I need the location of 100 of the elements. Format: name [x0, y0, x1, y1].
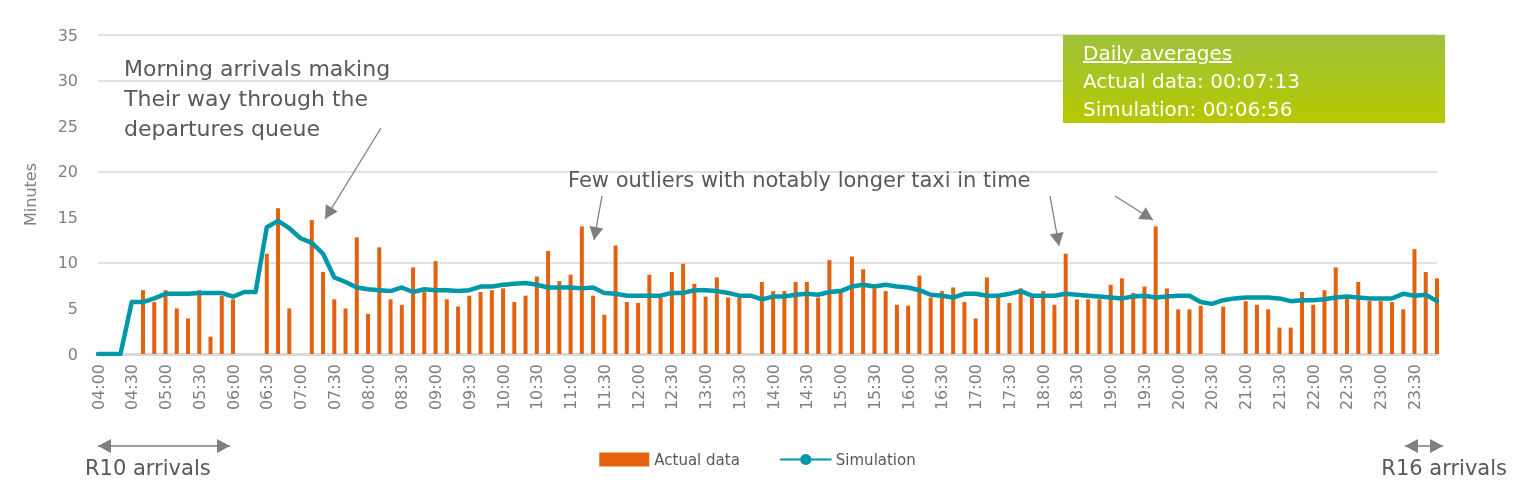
x-tick-label: 20:00 [1168, 364, 1188, 411]
bar [714, 277, 719, 354]
bar [838, 292, 843, 354]
x-tick-label: 07:00 [291, 364, 311, 411]
bar [1029, 297, 1034, 354]
x-tick-label: 21:30 [1269, 364, 1289, 411]
bar [647, 274, 652, 354]
x-tick-label: 04:00 [88, 364, 108, 411]
x-tick-label: 20:30 [1202, 364, 1222, 411]
bar [1378, 301, 1383, 354]
bar [568, 274, 573, 354]
bar [861, 269, 866, 354]
bar [1074, 299, 1079, 354]
bar [1311, 304, 1316, 354]
bar [591, 295, 596, 354]
bar [602, 314, 607, 354]
bar [1243, 301, 1248, 354]
bar [309, 220, 314, 354]
bar [793, 282, 798, 354]
x-tick-label: 05:00 [156, 364, 176, 411]
bar [692, 283, 697, 354]
x-tick-label: 21:00 [1236, 364, 1256, 411]
y-tick-label: 15 [57, 207, 78, 227]
bar [433, 261, 438, 354]
legend-label: Actual data [654, 450, 740, 469]
x-tick-label: 09:30 [459, 364, 479, 411]
annotation: Few outliers with notably longer taxi in time [568, 168, 1031, 192]
x-tick-label: 14:30 [797, 364, 817, 411]
x-tick-label: 08:30 [392, 364, 412, 411]
bar [669, 271, 674, 354]
bar [1108, 284, 1113, 354]
x-tick-label: 15:00 [831, 364, 851, 411]
bar [1097, 299, 1102, 354]
x-tick-label: 09:00 [426, 364, 446, 411]
bar [534, 276, 539, 354]
bar [1176, 309, 1181, 354]
bar [849, 256, 854, 354]
bar [782, 291, 787, 354]
bar [1412, 249, 1417, 354]
text: R16 arrivals [1381, 456, 1507, 480]
x-tick-label: 23:00 [1371, 364, 1391, 411]
bar [231, 299, 236, 354]
bar [1435, 278, 1439, 354]
x-tick-label: 16:00 [898, 364, 918, 411]
line-series [95, 218, 1440, 357]
bar [984, 277, 989, 354]
y-tick-label: 25 [57, 116, 78, 136]
annotation: Daily averages [1083, 40, 1234, 67]
bar [827, 260, 832, 354]
bar [1266, 309, 1271, 354]
x-tick-label: 14:00 [763, 364, 783, 411]
bar [1333, 267, 1338, 354]
x-tick-label: 22:00 [1303, 364, 1323, 411]
bar [546, 251, 551, 354]
x-tick-label: 05:30 [189, 364, 209, 411]
bar [444, 299, 449, 354]
bar [962, 302, 967, 354]
bar [928, 297, 933, 354]
bar [996, 297, 1001, 354]
x-tick-label: 15:30 [864, 364, 884, 411]
bar [681, 263, 686, 354]
bar [1277, 327, 1282, 354]
x-tick-label: 17:00 [966, 364, 986, 411]
bar [872, 288, 877, 354]
bar [1221, 306, 1226, 354]
x-tick-label: 06:30 [257, 364, 277, 411]
bar [163, 290, 168, 354]
bar [1356, 282, 1361, 354]
bar [321, 271, 326, 354]
bar [613, 245, 618, 354]
x-tick-label: 17:30 [999, 364, 1019, 411]
bar [658, 297, 663, 354]
bar [703, 296, 708, 354]
bar [973, 318, 978, 354]
y-tick-label: 0 [67, 344, 78, 364]
bar [1052, 304, 1057, 354]
bar [489, 290, 494, 354]
x-tick-label: 08:00 [358, 364, 378, 411]
y-tick-label: 35 [57, 25, 78, 45]
x-tick-label: 18:00 [1033, 364, 1053, 411]
bar [264, 253, 269, 354]
bar [1063, 253, 1068, 354]
x-tick-label: 11:00 [561, 364, 581, 411]
bar [579, 226, 584, 354]
bar [332, 299, 337, 354]
y-tick-label: 10 [57, 253, 78, 273]
bar [174, 308, 179, 354]
x-tick-label: 19:30 [1134, 364, 1154, 411]
bar [152, 302, 157, 354]
bar [411, 267, 416, 354]
bar [1344, 297, 1349, 354]
bar [1299, 292, 1304, 354]
bar [478, 292, 483, 354]
bar [219, 295, 224, 354]
bar [557, 281, 562, 354]
bar [287, 308, 292, 354]
bar [894, 304, 899, 354]
y-tick-label: 20 [57, 162, 78, 182]
bar [1131, 292, 1136, 354]
bar [737, 297, 742, 354]
